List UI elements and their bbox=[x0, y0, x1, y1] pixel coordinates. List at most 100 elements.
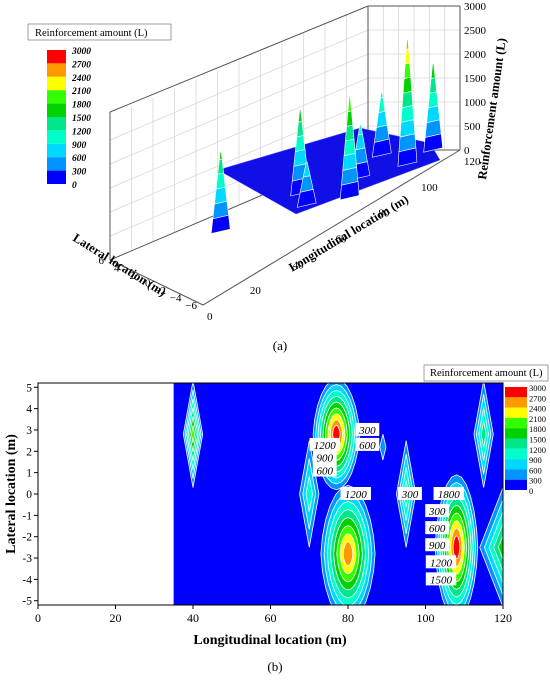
y-tick-label-b: -2 bbox=[22, 532, 32, 544]
no-data-area bbox=[38, 383, 174, 605]
legend-swatch bbox=[47, 170, 66, 184]
legend-title: Reinforcement amount (L) bbox=[35, 28, 148, 39]
legend: Reinforcement amount (L) 300027002400210… bbox=[27, 23, 172, 191]
x-tick-label: 60 bbox=[336, 234, 348, 246]
legend-label-b: 600 bbox=[529, 465, 542, 475]
legend-label: 2400 bbox=[71, 74, 91, 84]
legend-swatch-b bbox=[505, 428, 527, 439]
surface-band bbox=[402, 76, 413, 94]
contour-label: 600 bbox=[317, 466, 334, 478]
legend-swatch-b bbox=[505, 438, 527, 449]
surface-band bbox=[380, 92, 384, 99]
legend-label-b: 2400 bbox=[529, 404, 546, 414]
legend-label: 300 bbox=[71, 168, 87, 178]
surface-band bbox=[357, 124, 363, 136]
legend-swatch bbox=[47, 130, 66, 144]
contour-peak bbox=[479, 486, 503, 605]
x-tick-label: 20 bbox=[250, 285, 261, 297]
surface-band bbox=[403, 62, 412, 79]
x-tick-label-b: 120 bbox=[494, 611, 512, 625]
y-tick-label-b: 0 bbox=[26, 489, 32, 501]
legend-label-b: 2700 bbox=[529, 393, 546, 403]
surface-band bbox=[427, 91, 439, 109]
y-tick-label: 0 bbox=[145, 278, 151, 290]
x-tick-label-b: 20 bbox=[110, 611, 122, 625]
contour-label-bg bbox=[309, 437, 340, 451]
surface-band bbox=[400, 105, 415, 123]
surface-peak bbox=[371, 92, 392, 158]
y-tick-label-b: -5 bbox=[22, 596, 32, 608]
contour-label-bg bbox=[425, 538, 450, 552]
x-axis-ticks-b: 0 20 40 60 80 100 120 bbox=[35, 605, 512, 625]
contour-label: 1200 bbox=[314, 440, 337, 452]
legend-label-b: 1500 bbox=[529, 435, 546, 445]
contour-label: 1800 bbox=[438, 489, 461, 501]
legend-label-b: 0 bbox=[529, 486, 533, 496]
z-tick-label: 2500 bbox=[464, 25, 487, 37]
contour-peak bbox=[182, 383, 204, 488]
legend-label-b: 2100 bbox=[529, 414, 546, 424]
legend-swatch bbox=[47, 103, 66, 117]
x-tick-label: 80 bbox=[378, 208, 390, 220]
z-tick-label: 1500 bbox=[464, 73, 487, 85]
legend-swatch bbox=[47, 50, 66, 64]
contour-peak bbox=[434, 474, 479, 605]
legend-label: 900 bbox=[72, 141, 87, 151]
contour-label: 300 bbox=[401, 489, 419, 501]
surface-peak bbox=[397, 39, 418, 167]
surface-band bbox=[405, 39, 409, 50]
contour-label-bg bbox=[425, 572, 457, 586]
z-tick-label: 3000 bbox=[464, 1, 487, 13]
y-tick-label: 2 bbox=[130, 270, 136, 282]
y-axis-ticks-b: 5 4 3 2 1 0 -1 -2 -3 -4 -5 bbox=[22, 382, 38, 608]
contour-band bbox=[452, 535, 461, 560]
contour-label: 300 bbox=[428, 506, 446, 518]
legend-title-box-b bbox=[423, 364, 549, 382]
x-tick-label-b: 80 bbox=[342, 611, 354, 625]
legend-swatch-b bbox=[505, 387, 527, 398]
contour-label: 600 bbox=[429, 523, 446, 535]
contour-label: 900 bbox=[429, 540, 446, 552]
legend-swatch-b bbox=[505, 407, 527, 418]
y-tick-label-b: 5 bbox=[26, 382, 32, 394]
legend-label-b: 1800 bbox=[529, 424, 546, 434]
x-tick-label-b: 60 bbox=[265, 611, 277, 625]
x-tick-label: 40 bbox=[293, 259, 305, 271]
contour-label-bg bbox=[312, 463, 337, 477]
surface-band bbox=[293, 149, 307, 167]
contour-peak bbox=[299, 440, 320, 548]
surface-band bbox=[345, 124, 355, 142]
surface-band bbox=[347, 96, 352, 112]
contour-label-bg bbox=[398, 487, 422, 500]
legend-swatch-b bbox=[505, 469, 527, 480]
z-tick-label: 500 bbox=[464, 121, 481, 133]
z-tick-label: 2000 bbox=[464, 49, 487, 61]
surface-band bbox=[302, 161, 311, 178]
legend-title-box bbox=[27, 23, 172, 41]
legend-title-b: Reinforcement amount (L) bbox=[430, 368, 543, 379]
z-tick-label: 0 bbox=[464, 145, 470, 157]
x-tick-label: 0 bbox=[207, 311, 213, 323]
y-tick-label-b: -3 bbox=[22, 553, 32, 565]
surface-band bbox=[426, 105, 440, 124]
contour-label: 900 bbox=[317, 453, 334, 465]
surface-band bbox=[215, 172, 226, 190]
y-tick-label-b: -4 bbox=[22, 574, 32, 586]
contour-peak bbox=[473, 383, 494, 488]
y-tick-label-b: 1 bbox=[26, 468, 32, 480]
surface-band bbox=[430, 63, 436, 79]
legend-label-b: 3000 bbox=[529, 383, 546, 393]
contour-label-bg bbox=[340, 487, 371, 500]
contour-label-bg bbox=[425, 504, 450, 518]
y-tick-label: −4 bbox=[170, 293, 182, 305]
legend-swatch bbox=[47, 117, 66, 131]
legend-swatch bbox=[47, 157, 66, 171]
legend-label: 0 bbox=[72, 181, 77, 191]
surface-peak bbox=[210, 151, 231, 234]
x-tick-label: 100 bbox=[421, 182, 438, 194]
legend-label-b: 900 bbox=[529, 455, 542, 465]
